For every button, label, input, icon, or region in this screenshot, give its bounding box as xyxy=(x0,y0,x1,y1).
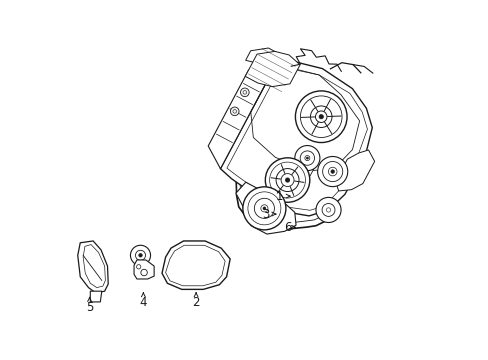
Circle shape xyxy=(260,205,267,212)
Text: 6: 6 xyxy=(283,221,295,234)
Circle shape xyxy=(304,156,309,161)
Polygon shape xyxy=(235,182,295,234)
Circle shape xyxy=(325,208,330,212)
Polygon shape xyxy=(295,157,315,180)
Circle shape xyxy=(319,114,323,119)
Polygon shape xyxy=(78,241,108,293)
Circle shape xyxy=(276,168,299,192)
Polygon shape xyxy=(245,48,281,67)
Circle shape xyxy=(322,162,342,181)
Polygon shape xyxy=(134,260,154,279)
Circle shape xyxy=(315,197,340,222)
Circle shape xyxy=(317,157,347,186)
Circle shape xyxy=(281,174,293,186)
Circle shape xyxy=(230,107,239,116)
Circle shape xyxy=(300,96,341,138)
Polygon shape xyxy=(245,51,300,87)
Circle shape xyxy=(243,187,285,230)
Circle shape xyxy=(269,162,305,198)
Polygon shape xyxy=(90,291,102,302)
Circle shape xyxy=(263,207,265,210)
Circle shape xyxy=(139,253,142,257)
Circle shape xyxy=(322,203,334,216)
Polygon shape xyxy=(220,62,371,216)
Circle shape xyxy=(328,167,336,176)
Circle shape xyxy=(135,250,145,260)
Text: 5: 5 xyxy=(86,297,93,314)
Circle shape xyxy=(247,192,280,225)
Polygon shape xyxy=(335,150,374,191)
Circle shape xyxy=(305,157,308,159)
Text: 2: 2 xyxy=(192,293,200,309)
Circle shape xyxy=(285,178,289,182)
Circle shape xyxy=(240,88,248,96)
Circle shape xyxy=(265,158,309,202)
Text: 4: 4 xyxy=(140,293,147,309)
Circle shape xyxy=(300,151,314,165)
Circle shape xyxy=(295,91,346,143)
Circle shape xyxy=(294,145,319,171)
Circle shape xyxy=(254,198,274,219)
Text: 1: 1 xyxy=(275,190,289,203)
Polygon shape xyxy=(162,241,230,289)
Circle shape xyxy=(130,245,150,265)
Polygon shape xyxy=(208,67,274,169)
Circle shape xyxy=(330,170,334,174)
Circle shape xyxy=(315,111,326,122)
Text: 3: 3 xyxy=(262,208,275,221)
Circle shape xyxy=(310,106,331,127)
